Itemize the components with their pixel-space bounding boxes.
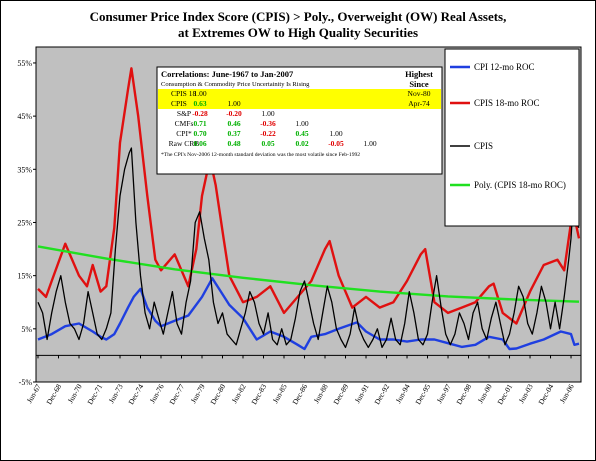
y-tick-label: 15% [17,272,32,281]
x-axis: Jun-67 Dec-68 Jun-70 Dec-71 Jun-73 Dec-74 Jun-… [25,355,576,406]
correlation-row-label: S&P [177,109,191,118]
y-tick-label: 45% [17,112,32,121]
x-tick-label: Jun-70 [66,382,84,404]
series-line-3 [37,245,580,303]
correlation-cell: 0.70 [193,129,206,138]
x-tick-label: Jun-82 [230,382,248,404]
y-tick-label: 35% [17,165,32,174]
correlation-cell: 0.45 [295,129,308,138]
highlight-row [158,89,441,99]
correlation-cell: 0.48 [227,139,240,148]
y-tick-label: -5% [19,378,33,387]
since-header: Since [409,79,429,89]
x-tick-label: Dec-77 [167,382,186,406]
x-tick-label: Jun-85 [271,382,289,404]
highest-since-value: Apr-74 [408,99,430,108]
correlation-cell: -0.22 [260,129,276,138]
x-tick-label: Jun-03 [517,382,535,404]
y-tick-label: 5% [21,325,32,334]
x-tick-label: Jun-76 [148,382,166,404]
x-tick-label: Dec-04 [536,382,555,406]
correlation-row-label: CPIS [171,99,187,108]
correlation-cell: 1.00 [329,129,342,138]
series-layer [37,67,581,351]
correlation-cell: 0.63 [193,99,206,108]
correlation-cell: 1.00 [193,89,206,98]
series-line-2 [37,147,580,349]
series-line-1 [37,67,581,325]
x-tick-label: Jun-00 [476,382,494,404]
correlation-cell: 1.00 [261,109,274,118]
correlation-cell: 0.71 [193,119,206,128]
correlation-cell: 0.02 [295,139,308,148]
correlation-cell: 1.00 [295,119,308,128]
legend-label: CPIS [474,141,493,151]
x-tick-label: Dec-95 [413,382,432,406]
correlation-cell: 0.46 [227,119,240,128]
correlation-cell: -0.36 [260,119,276,128]
correlation-cell: 0.37 [227,129,240,138]
correlation-cell: -0.05 [328,139,344,148]
correlation-cell: 0.05 [261,139,274,148]
legend-label: CPIS 18-mo ROC [474,98,540,108]
x-tick-label: Dec-74 [126,382,145,406]
correlation-footnote: *The CPI's Nov-2006 12-month standard de… [161,152,360,158]
x-tick-label: Jun-88 [312,382,330,404]
y-tick-label: 25% [17,218,32,227]
x-tick-label: Jun-73 [107,382,125,404]
y-axis: -5% 5% 15% 25% 35% 45% 55% [17,59,36,387]
chart-title-line2: at Extremes OW to High Quality Securitie… [178,25,418,40]
correlation-table-box [156,66,443,175]
x-tick-label: Dec-68 [44,382,63,406]
legend: CPI 12-mo ROC CPIS 18-mo ROC CPIS Poly. (CP… [444,48,580,227]
x-tick-label: Jun-91 [353,382,371,404]
correlation-cell: 0.06 [193,139,206,148]
highest-since-value: Nov-80 [408,89,431,98]
series-line-0 [37,277,580,351]
x-tick-label: Jun-06 [558,382,576,404]
x-tick-label: Dec-71 [85,382,104,406]
chart-title-line1: Consumer Price Index Score (CPIS) > Poly… [89,9,507,24]
x-tick-label: Dec-83 [249,382,268,406]
correlation-table: Correlations: June-1967 to Jan-2007 Consu… [156,66,443,175]
legend-label: CPI 12-mo ROC [474,62,535,72]
correlation-row-label: CPI* [176,129,192,138]
correlation-row-label: Raw CRB [169,139,200,148]
x-tick-label: Jun-79 [189,382,207,404]
x-tick-label: Dec-98 [454,382,473,406]
correlation-row-label: CMFs [175,119,194,128]
legend-label: Poly. (CPIS 18-mo ROC) [474,180,566,190]
x-tick-label: Dec-86 [290,382,309,406]
x-tick-label: Dec-80 [208,382,227,406]
x-tick-label: Dec-89 [331,382,350,406]
legend-box [444,48,580,227]
x-tick-label: Dec-01 [495,382,514,406]
x-tick-label: Jun-94 [394,382,412,404]
correlation-cell: 1.00 [227,99,240,108]
x-tick-label: Dec-92 [372,382,391,406]
highlight-row [158,99,441,109]
correlation-cell: -0.28 [192,109,208,118]
correlation-row-label: CPIS 18 [171,89,196,98]
correlation-cell: -0.20 [226,109,242,118]
correlation-cell: 1.00 [363,139,376,148]
correlation-table-subtitle: Consumption & Commodity Price Uncertaini… [161,81,310,88]
correlation-table-title: Correlations: June-1967 to Jan-2007 [161,69,294,79]
x-tick-label: Jun-97 [435,382,453,404]
highest-header: Highest [405,69,433,79]
y-tick-label: 55% [17,59,32,68]
